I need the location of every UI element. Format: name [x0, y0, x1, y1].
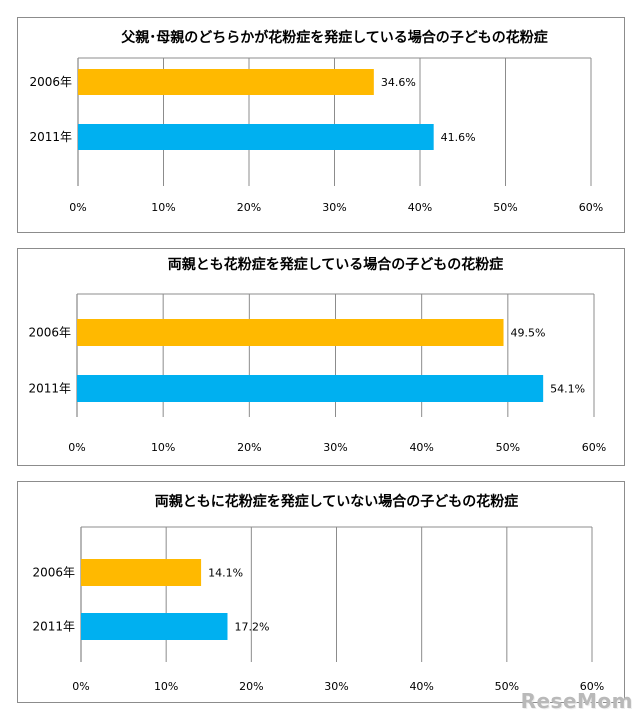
- chart-title: 両親ともに花粉症を発症していない場合の子どもの花粉症: [155, 493, 519, 510]
- category-label: 2006年: [32, 566, 75, 580]
- value-label: 14.1%: [208, 567, 243, 580]
- category-label: 2006年: [29, 75, 72, 89]
- x-tick-label: 10%: [151, 201, 175, 214]
- x-tick-label: 20%: [239, 680, 263, 693]
- x-tick-label: 0%: [69, 201, 86, 214]
- value-label: 41.6%: [441, 131, 476, 144]
- value-label: 17.2%: [234, 621, 269, 634]
- resemom-watermark: ReseMom: [520, 689, 633, 713]
- value-label: 34.6%: [381, 76, 416, 89]
- x-tick-label: 10%: [154, 680, 178, 693]
- x-tick-label: 20%: [237, 201, 261, 214]
- category-label: 2011年: [28, 382, 71, 396]
- chart-title: 両親とも花粉症を発症している場合の子どもの花粉症: [168, 256, 504, 273]
- x-tick-label: 0%: [68, 441, 85, 454]
- bar-2011: [77, 375, 544, 402]
- chart-2: 両親とも花粉症を発症している場合の子どもの花粉症 0% 10% 20% 30% 40% 50…: [28, 256, 606, 454]
- bar-2006: [81, 559, 202, 586]
- category-label: 2006年: [28, 326, 71, 340]
- chart-panel-3: 両親ともに花粉症を発症していない場合の子どもの花粉症 0% 10% 20% 30% 40%…: [17, 481, 625, 703]
- bar-2011: [78, 124, 434, 150]
- x-tick-label: 30%: [324, 680, 348, 693]
- category-label: 2011年: [29, 130, 72, 144]
- x-tick-label: 0%: [72, 680, 89, 693]
- bar-2011: [81, 613, 228, 640]
- chart-3: 両親ともに花粉症を発症していない場合の子どもの花粉症 0% 10% 20% 30% 40%…: [32, 493, 604, 693]
- x-tick-label: 20%: [237, 441, 261, 454]
- bar-2006: [77, 319, 504, 346]
- x-tick-label: 50%: [493, 201, 517, 214]
- chart-panel-1: 父親･母親のどちらかが花粉症を発症している場合の子どもの花粉症 0% 10% 20% 3…: [17, 17, 625, 233]
- category-label: 2011年: [32, 620, 75, 634]
- x-tick-label: 60%: [580, 680, 604, 693]
- x-tick-label: 50%: [495, 680, 519, 693]
- x-tick-label: 40%: [409, 441, 433, 454]
- value-label: 54.1%: [550, 383, 585, 396]
- chart-1: 父親･母親のどちらかが花粉症を発症している場合の子どもの花粉症 0% 10% 20% 3…: [29, 29, 603, 214]
- x-tick-label: 30%: [323, 441, 347, 454]
- x-tick-label: 40%: [409, 680, 433, 693]
- value-label: 49.5%: [511, 327, 546, 340]
- bar-2006: [78, 69, 374, 95]
- x-tick-label: 60%: [582, 441, 606, 454]
- chart-panel-2: 両親とも花粉症を発症している場合の子どもの花粉症 0% 10% 20% 30% 40% 50…: [17, 248, 625, 466]
- x-tick-label: 40%: [408, 201, 432, 214]
- x-tick-label: 60%: [579, 201, 603, 214]
- x-tick-label: 10%: [151, 441, 175, 454]
- x-tick-label: 50%: [496, 441, 520, 454]
- chart-title: 父親･母親のどちらかが花粉症を発症している場合の子どもの花粉症: [120, 29, 548, 46]
- x-tick-label: 30%: [322, 201, 346, 214]
